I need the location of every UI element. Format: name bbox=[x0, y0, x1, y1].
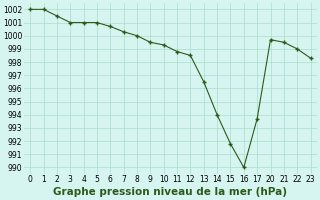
X-axis label: Graphe pression niveau de la mer (hPa): Graphe pression niveau de la mer (hPa) bbox=[53, 187, 287, 197]
